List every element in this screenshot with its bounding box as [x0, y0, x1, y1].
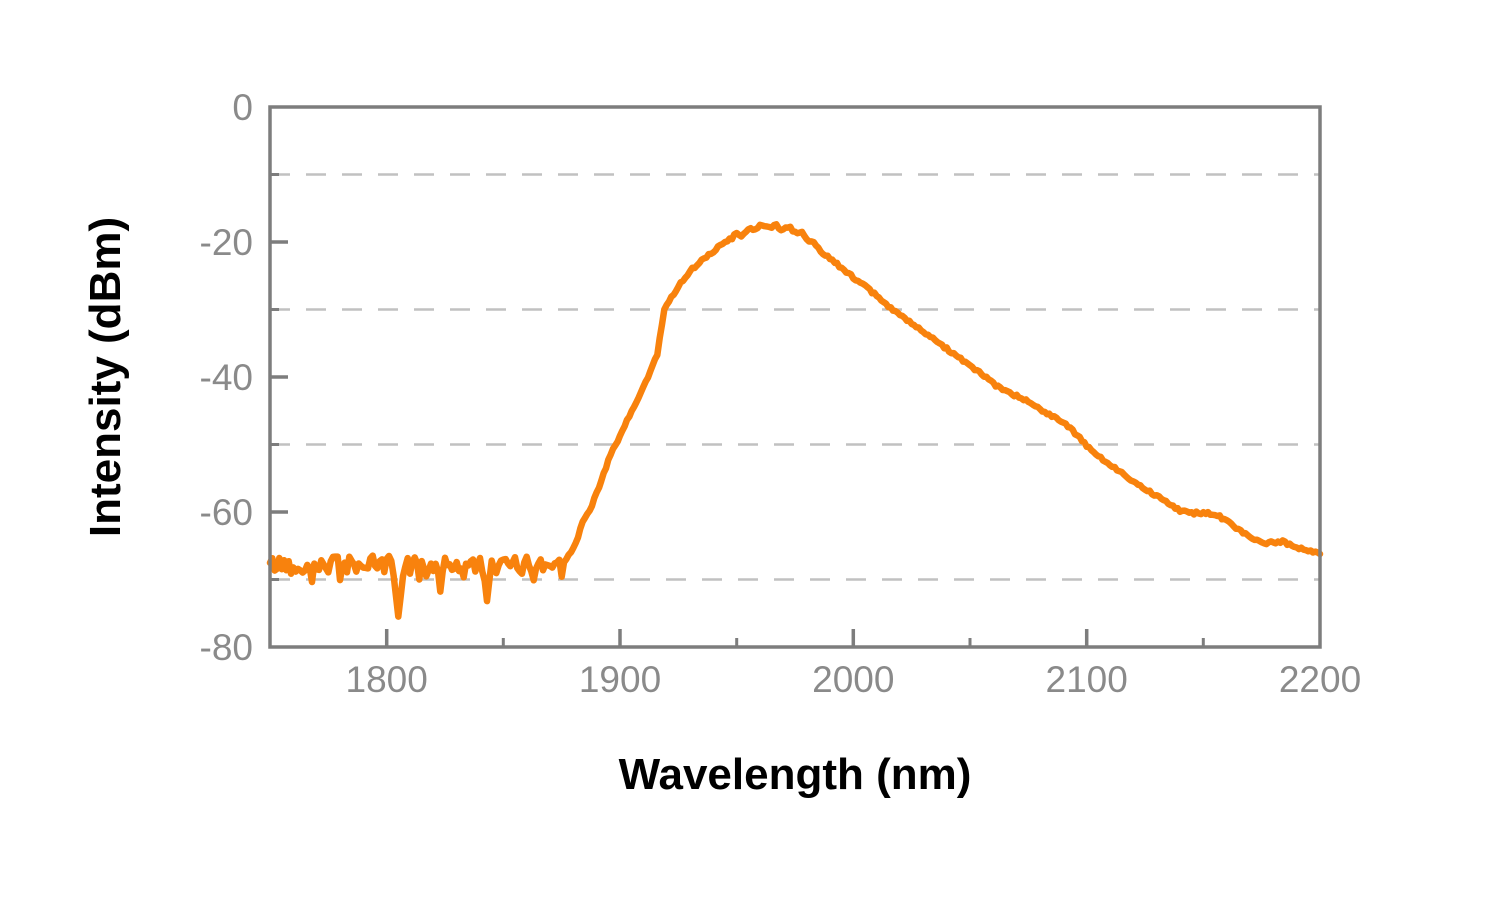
tick-labels: 1800 1900 2000 2100 2200 0 -20 -40 -60 -80: [200, 87, 1362, 700]
x-axis-title: Wavelength (nm): [619, 750, 972, 799]
x-tick-label: 2000: [812, 659, 894, 700]
x-tick-label: 1900: [579, 659, 661, 700]
y-tick-label: -20: [200, 222, 253, 263]
y-tick-label: -60: [200, 492, 253, 533]
x-tick-label: 2100: [1046, 659, 1128, 700]
x-tick-label: 1800: [346, 659, 428, 700]
y-tick-label: -80: [200, 627, 253, 668]
y-axis-title: Intensity (dBm): [81, 217, 130, 537]
gridlines: [270, 173, 1320, 581]
y-tick-label: 0: [232, 87, 253, 128]
spectrum-trace: [266, 221, 1324, 620]
y-tick-label: -40: [200, 357, 253, 398]
x-tick-label: 2200: [1279, 659, 1361, 700]
tick-marks: [270, 173, 1205, 647]
